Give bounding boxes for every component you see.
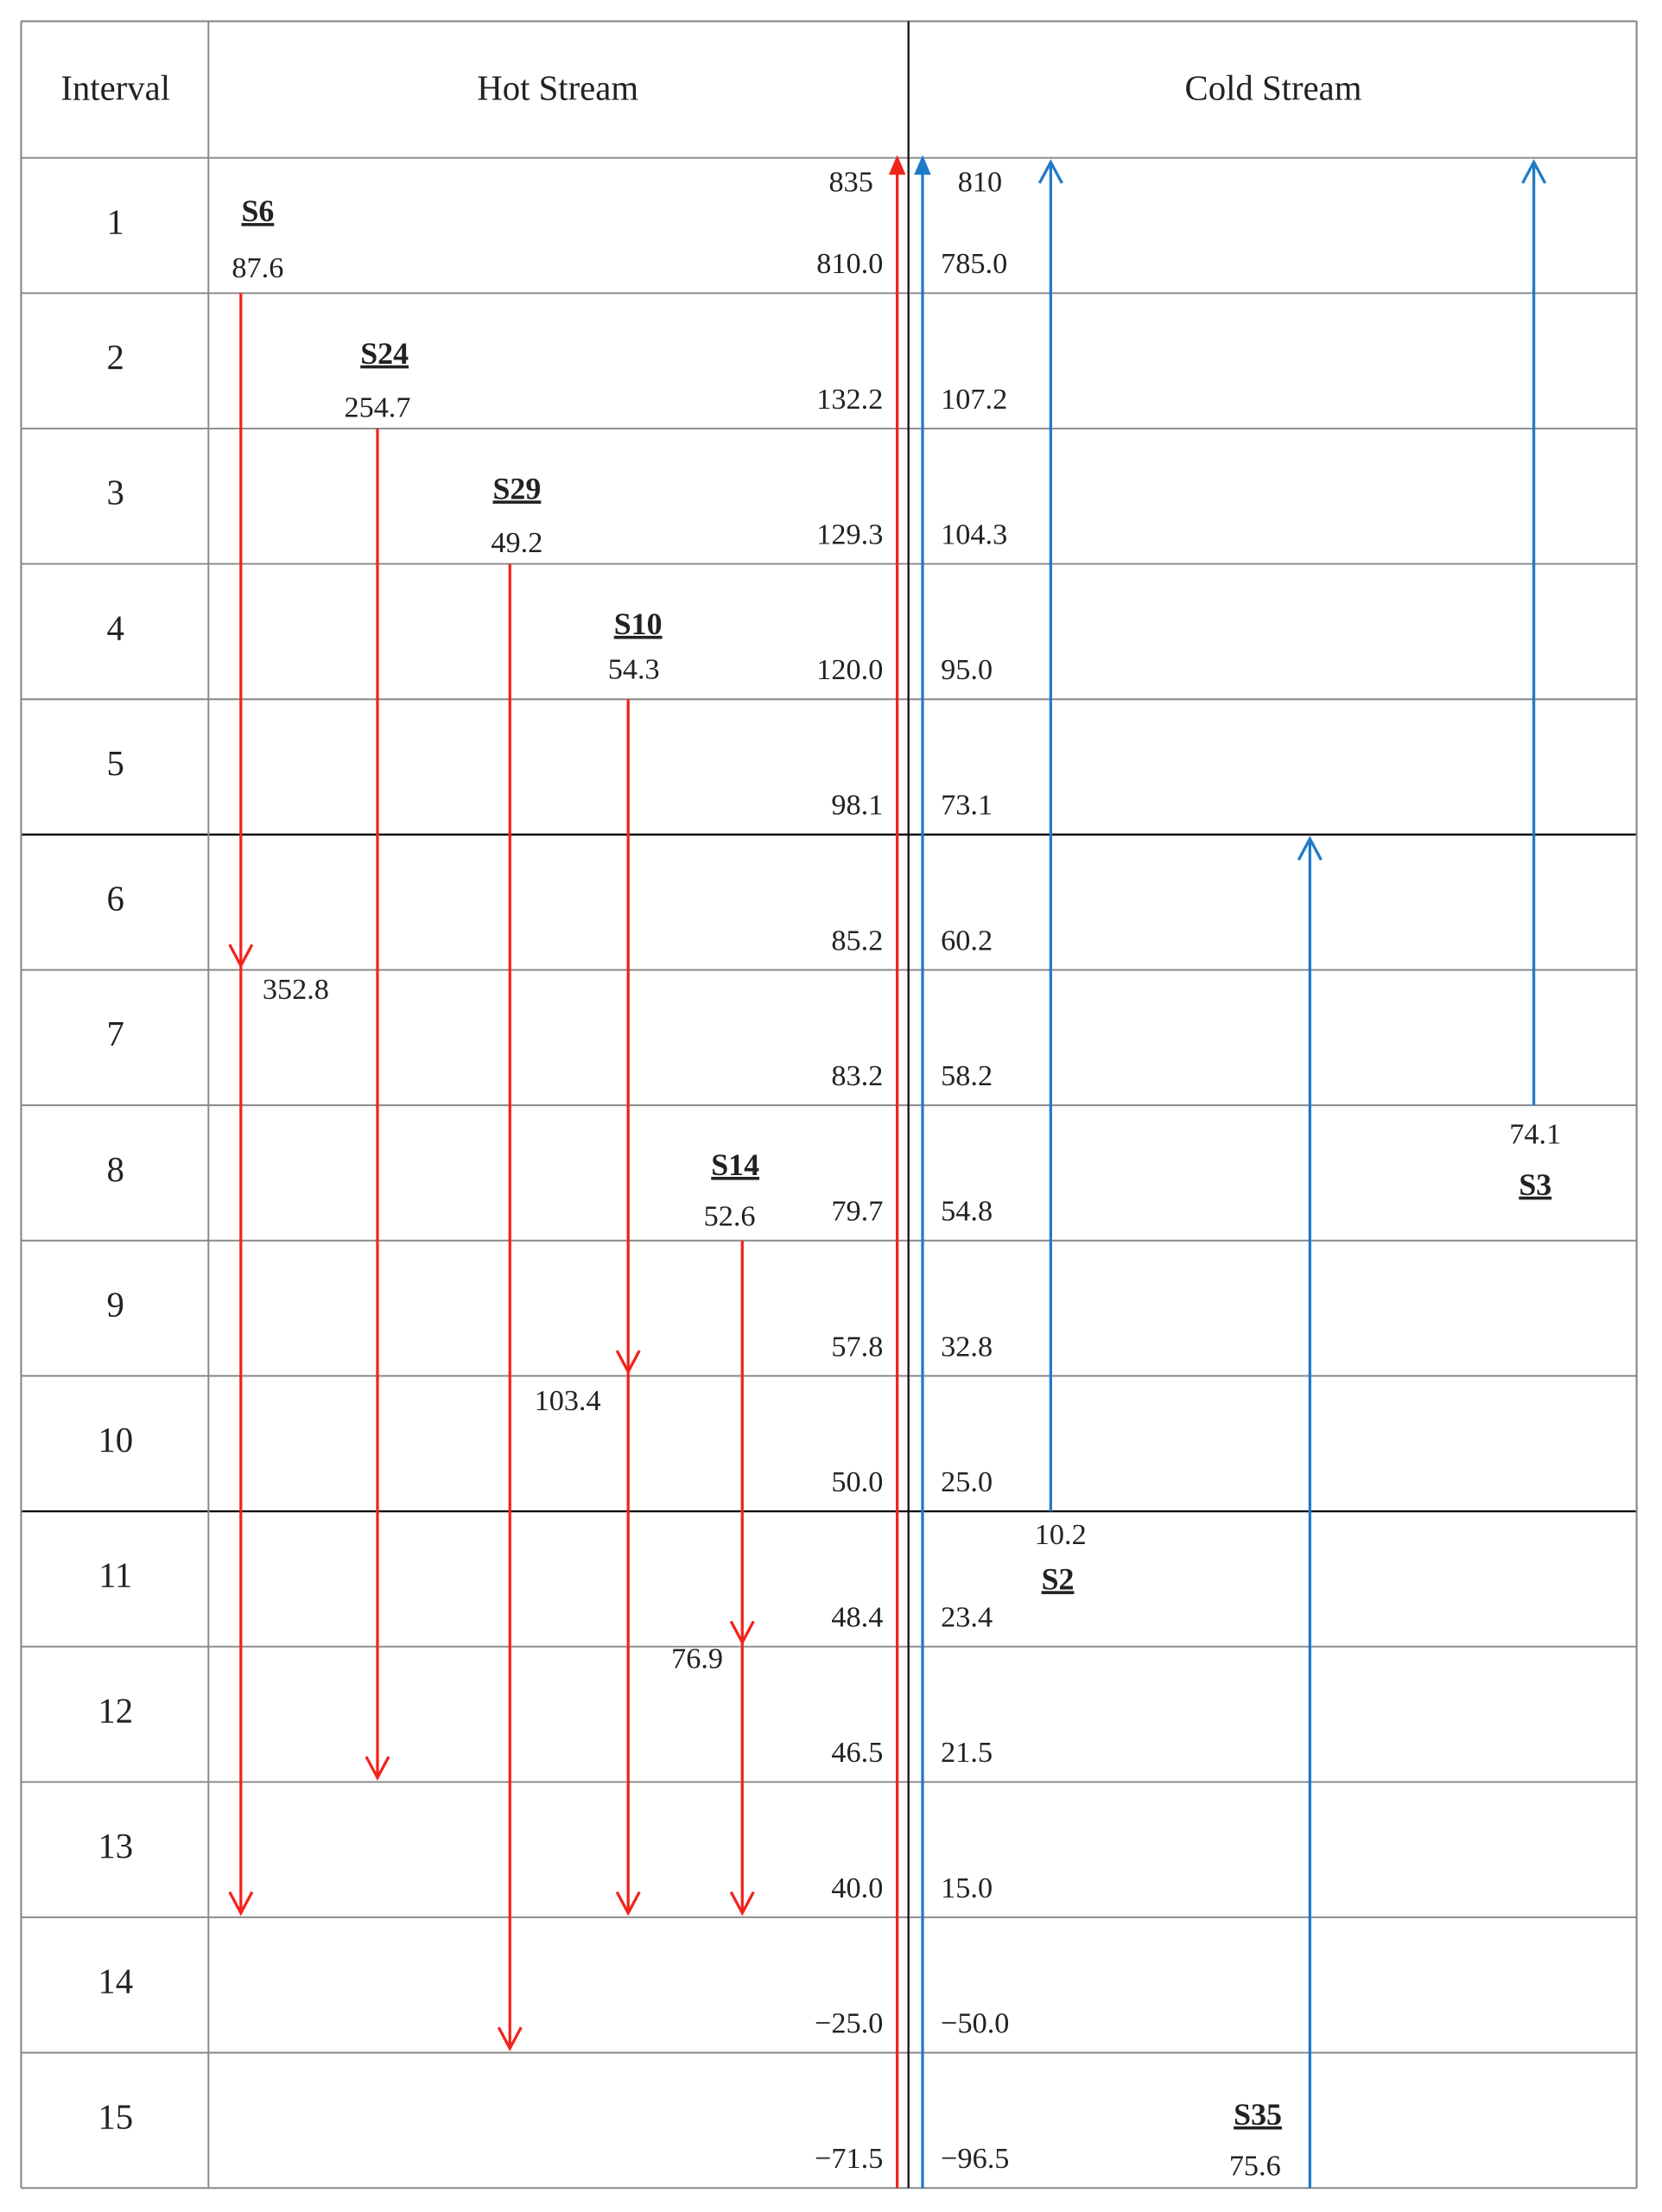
hot-stream-arrow [615, 1350, 641, 1375]
hot-stream-duty: 52.6 [704, 1199, 756, 1232]
hot-temperature: 46.5 [831, 1736, 883, 1769]
hot-temperature: 129.3 [816, 518, 883, 550]
hot-temperature: 48.4 [831, 1601, 883, 1634]
cold-scale-arrow [914, 155, 931, 175]
hot-stream-arrow [729, 1620, 755, 1646]
hot-temperature: 85.2 [831, 924, 883, 957]
cold-temperature: 15.0 [941, 1872, 993, 1904]
interval-number: 5 [107, 744, 124, 783]
cold-temperature: 32.8 [941, 1330, 993, 1363]
cold-temperature: −96.5 [941, 2142, 1009, 2175]
hot-stream-name: S6 [241, 194, 274, 228]
cold-temperature: 21.5 [941, 1736, 993, 1769]
cold-temperature: 104.3 [941, 518, 1007, 550]
interval-number: 14 [98, 1962, 133, 2001]
interval-number: 9 [107, 1285, 124, 1324]
cold-temperature: 60.2 [941, 924, 993, 957]
hot-temperature: 98.1 [831, 789, 883, 822]
interval-number: 10 [98, 1421, 133, 1459]
cold-stream-duty: 75.6 [1229, 2149, 1281, 2182]
hot-temperature: 120.0 [816, 653, 883, 686]
hot-scale-arrow [888, 155, 906, 175]
interval-number: 6 [107, 880, 124, 918]
hot-stream-arrow [729, 1891, 755, 1916]
interval-number: 2 [107, 338, 124, 377]
hot-stream-name: S14 [711, 1147, 759, 1182]
hot-stream-arrow [615, 1891, 641, 1916]
cold-temperature: 54.8 [941, 1195, 993, 1228]
cold-temperature: 25.0 [941, 1465, 993, 1498]
hot-stream-label: 352.8 [263, 973, 329, 1006]
hot-stream-arrow [497, 2026, 523, 2052]
hot-temperature: 40.0 [831, 1872, 883, 1904]
interval-number: 7 [107, 1014, 124, 1053]
hot-stream-label: 76.9 [671, 1642, 723, 1675]
interval-number: 13 [98, 1827, 133, 1866]
interval-number: 12 [98, 1691, 133, 1730]
interval-number: 3 [107, 474, 124, 512]
cold-stream-name: S2 [1042, 1561, 1075, 1596]
header-hot: Hot Stream [477, 68, 638, 107]
hot-stream-name: S29 [492, 471, 541, 505]
cold-stream-arrow [1521, 159, 1547, 184]
hot-stream-name: S24 [360, 336, 409, 371]
hot-stream-duty: 49.2 [491, 526, 542, 559]
hot-temperature: 132.2 [816, 383, 883, 416]
hot-temperature: −25.0 [815, 2006, 883, 2039]
hot-stream-duty: 54.3 [608, 653, 660, 686]
hot-temperature: 57.8 [831, 1330, 883, 1363]
hot-stream-arrow [228, 1891, 254, 1916]
hot-stream-duty: 87.6 [232, 251, 283, 284]
interval-number: 4 [107, 608, 124, 647]
cold-temperature: 785.0 [941, 247, 1007, 280]
cold-top-temp: 810 [958, 166, 1002, 199]
hot-temperature: 810.0 [816, 247, 883, 280]
cold-stream-duty: 10.2 [1035, 1518, 1087, 1551]
cold-stream-duty: 74.1 [1509, 1118, 1561, 1151]
interval-number: 15 [98, 2097, 133, 2136]
interval-number: 1 [107, 202, 124, 241]
hot-temperature: 79.7 [831, 1195, 883, 1228]
cold-temperature: 95.0 [941, 653, 993, 686]
hot-temperature: 50.0 [831, 1465, 883, 1498]
interval-number: 11 [98, 1556, 132, 1595]
hot-stream-label: 103.4 [535, 1384, 601, 1417]
hot-stream-duty: 254.7 [344, 391, 410, 423]
header-interval: Interval [60, 68, 170, 107]
header-cold: Cold Stream [1185, 68, 1362, 107]
cold-stream-arrow [1037, 159, 1063, 184]
hot-temperature: −71.5 [815, 2142, 883, 2175]
interval-number: 8 [107, 1150, 124, 1189]
hot-stream-arrow [365, 1756, 390, 1781]
cold-stream-name: S35 [1234, 2097, 1282, 2132]
cold-temperature: 107.2 [941, 383, 1007, 416]
hot-stream-name: S10 [614, 607, 663, 641]
hot-stream-arrow [228, 944, 254, 969]
hot-top-temp: 835 [829, 166, 873, 199]
cold-temperature: 73.1 [941, 789, 993, 822]
cold-stream-name: S3 [1519, 1167, 1551, 1202]
cold-stream-arrow [1297, 836, 1323, 861]
cold-temperature: 58.2 [941, 1059, 993, 1092]
hot-temperature: 83.2 [831, 1059, 883, 1092]
cold-temperature: −50.0 [941, 2006, 1009, 2039]
cold-temperature: 23.4 [941, 1601, 993, 1634]
